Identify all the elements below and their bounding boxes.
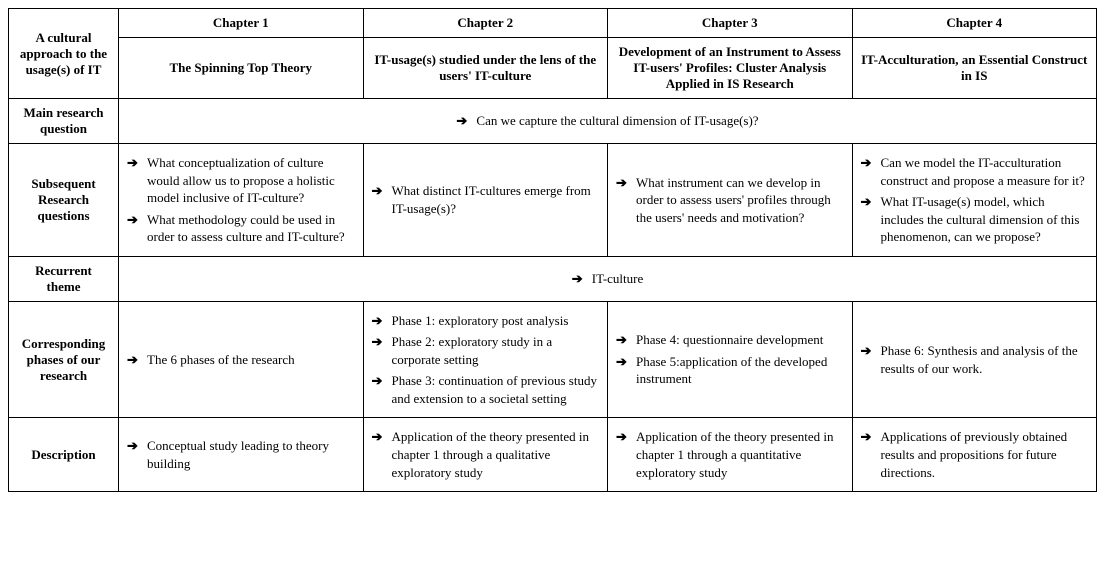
phases-c2: Phase 1: exploratory post analysis Phase… <box>363 301 608 418</box>
list-item: Phase 3: continuation of previous study … <box>372 372 600 407</box>
ch2-title: IT-usage(s) studied under the lens of th… <box>363 38 608 99</box>
theme-text: IT-culture <box>572 271 644 287</box>
subq-c4: Can we model the IT-acculturation constr… <box>852 144 1097 257</box>
row-theme-cell: IT-culture <box>119 256 1097 301</box>
subq-c3: What instrument can we develop in order … <box>608 144 853 257</box>
list-item: Phase 1: exploratory post analysis <box>372 312 600 330</box>
mainq-text: Can we capture the cultural dimension of… <box>456 113 758 129</box>
subq-c2: What distinct IT-cultures emerge from IT… <box>363 144 608 257</box>
list-item: What methodology could be used in order … <box>127 211 355 246</box>
list-item: Phase 2: exploratory study in a corporat… <box>372 333 600 368</box>
list-item: Application of the theory presented in c… <box>616 428 844 481</box>
ch4-title: IT-Acculturation, an Essential Construct… <box>852 38 1097 99</box>
ch4-label: Chapter 4 <box>852 9 1097 38</box>
list-item: What conceptualization of culture would … <box>127 154 355 207</box>
subq-c1: What conceptualization of culture would … <box>119 144 364 257</box>
list-item: Application of the theory presented in c… <box>372 428 600 481</box>
desc-c4: Applications of previously obtained resu… <box>852 418 1097 492</box>
row-desc-label: Description <box>9 418 119 492</box>
ch1-label: Chapter 1 <box>119 9 364 38</box>
ch3-label: Chapter 3 <box>608 9 853 38</box>
list-item: What IT-usage(s) model, which includes t… <box>861 193 1089 246</box>
desc-c2: Application of the theory presented in c… <box>363 418 608 492</box>
row-phases-label: Corresponding phases of our research <box>9 301 119 418</box>
list-item: What distinct IT-cultures emerge from IT… <box>372 182 600 217</box>
list-item: Conceptual study leading to theory build… <box>127 437 355 472</box>
research-overview-table: A cultural approach to the usage(s) of I… <box>8 8 1097 492</box>
desc-c3: Application of the theory presented in c… <box>608 418 853 492</box>
ch3-title: Development of an Instrument to Assess I… <box>608 38 853 99</box>
desc-c1: Conceptual study leading to theory build… <box>119 418 364 492</box>
phases-c1: The 6 phases of the research <box>119 301 364 418</box>
list-item: What instrument can we develop in order … <box>616 174 844 227</box>
list-item: Phase 6: Synthesis and analysis of the r… <box>861 342 1089 377</box>
header-left: A cultural approach to the usage(s) of I… <box>9 9 119 99</box>
row-subq-label: Subsequent Research questions <box>9 144 119 257</box>
row-mainq-label: Main research question <box>9 99 119 144</box>
row-mainq-cell: Can we capture the cultural dimension of… <box>119 99 1097 144</box>
phases-c4: Phase 6: Synthesis and analysis of the r… <box>852 301 1097 418</box>
ch2-label: Chapter 2 <box>363 9 608 38</box>
list-item: Phase 5:application of the developed ins… <box>616 353 844 388</box>
list-item: Applications of previously obtained resu… <box>861 428 1089 481</box>
list-item: Phase 4: questionnaire development <box>616 331 844 349</box>
row-theme-label: Recurrent theme <box>9 256 119 301</box>
list-item: Can we model the IT-acculturation constr… <box>861 154 1089 189</box>
phases-c3: Phase 4: questionnaire development Phase… <box>608 301 853 418</box>
list-item: The 6 phases of the research <box>127 351 355 369</box>
ch1-title: The Spinning Top Theory <box>119 38 364 99</box>
